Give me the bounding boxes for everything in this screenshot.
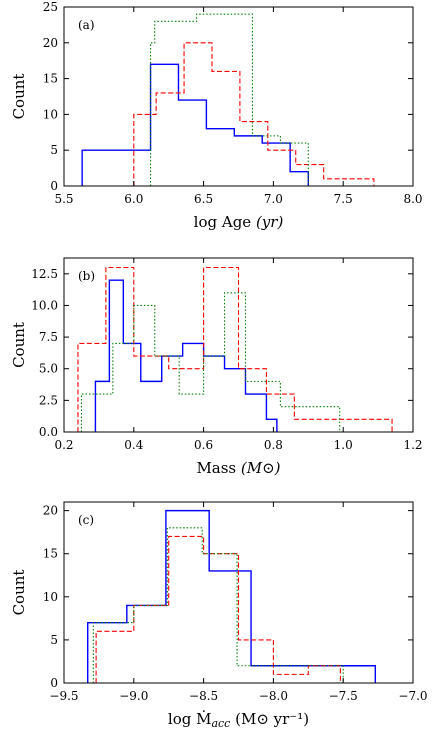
panel-3: −9.5 −9.0 −8.5 −8.0 −7.5 −7.0 0 5 10 15 20 (c) Count… — [10, 501, 428, 730]
y-tick-label: 0.0 — [39, 425, 58, 439]
panel-2: 0.2 0.4 0.6 0.8 1.0 1.2 0.0 2.5 5.0 7.5 10.0 12.5 (b… — [10, 257, 423, 477]
series-dashed-line — [77, 266, 393, 432]
x-tick-label: −8.5 — [189, 689, 218, 703]
y-axis-label: Count — [10, 570, 28, 616]
y-tick-label: 10 — [43, 107, 58, 121]
y-tick-label: 20 — [43, 36, 58, 50]
y-tick-label: 10.0 — [31, 298, 58, 312]
axes-frame — [63, 6, 414, 187]
x-tick-label: 1.2 — [403, 438, 422, 452]
x-tick-label: 0.4 — [124, 438, 143, 452]
y-tick-label: 2.5 — [39, 393, 58, 407]
x-tick-label: 8.0 — [403, 192, 422, 206]
x-axis-label: Mass (M⊙) — [196, 459, 280, 477]
y-tick-label: 20 — [43, 504, 58, 518]
x-tick-label: −8.0 — [259, 689, 288, 703]
y-tick-label: 7.5 — [39, 330, 58, 344]
y-tick-label: 15 — [43, 547, 58, 561]
y-axis-label: Count — [10, 74, 28, 120]
x-tick-label: −9.5 — [49, 689, 78, 703]
x-tick-label: 1.0 — [334, 438, 353, 452]
axes-frame — [63, 257, 414, 433]
y-tick-label: 5.0 — [39, 362, 58, 376]
series-dashed-line — [133, 42, 375, 186]
x-tick-label: 7.5 — [334, 192, 353, 206]
x-tick-label: 0.2 — [54, 438, 73, 452]
y-axis-label: Count — [10, 322, 28, 368]
x-tick-label: 7.0 — [264, 192, 283, 206]
x-tick-label: −7.5 — [329, 689, 358, 703]
x-tick-label: −7.0 — [398, 689, 427, 703]
x-tick-label: 0.8 — [264, 438, 283, 452]
axes-frame — [63, 501, 414, 684]
panel-label: (a) — [78, 18, 95, 32]
y-tick-label: 5 — [50, 633, 58, 647]
panel-1: 5.5 6.0 6.5 7.0 7.5 8.0 0 5 10 15 20 25 (a) Count log … — [10, 0, 423, 231]
x-tick-label: 0.6 — [194, 438, 213, 452]
y-tick-label: 12.5 — [31, 267, 58, 281]
y-tick-label: 0 — [50, 676, 58, 690]
series-dashed-line — [95, 535, 341, 683]
x-axis-label: log Ṁacc (M⊙ yr⁻¹) — [168, 710, 309, 730]
series-dotted-line — [80, 292, 341, 432]
series-solid-line — [87, 509, 377, 683]
x-tick-label: 6.5 — [194, 192, 213, 206]
x-tick-label: 5.5 — [54, 192, 73, 206]
panel-label: (c) — [78, 513, 94, 527]
y-tick-label: 0 — [50, 179, 58, 193]
y-tick-label: 15 — [43, 72, 58, 86]
series-solid-line — [81, 63, 309, 186]
series-dotted-line — [150, 13, 309, 186]
x-tick-label: 6.0 — [124, 192, 143, 206]
x-axis-label: log Age (yr) — [194, 213, 284, 231]
y-tick-label: 5 — [50, 143, 58, 157]
panel-label: (b) — [78, 269, 95, 283]
x-tick-label: −9.0 — [119, 689, 148, 703]
series-solid-line — [94, 279, 278, 432]
y-tick-label: 25 — [43, 0, 58, 14]
y-tick-label: 10 — [43, 590, 58, 604]
